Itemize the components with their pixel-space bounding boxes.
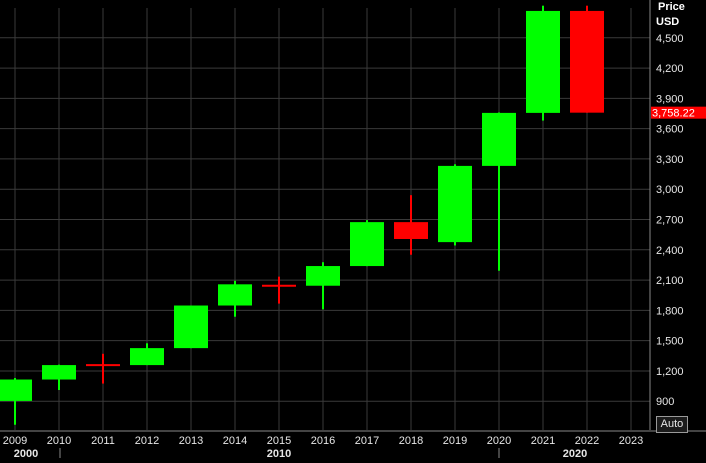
candle-2014: [218, 280, 252, 317]
x-tick-label: 2014: [223, 435, 247, 447]
candle-body: [42, 365, 76, 380]
candle-2018: [394, 195, 428, 255]
last-price-label: 3,758.22: [652, 108, 695, 120]
decade-label: 2000: [14, 448, 38, 458]
candles: [0, 5, 604, 425]
candle-body: [482, 112, 516, 166]
y-tick-label: 3,900: [656, 93, 684, 105]
candle-body: [394, 222, 428, 239]
y-tick-label: 4,500: [656, 33, 684, 45]
y-tick-label: 1,800: [656, 305, 684, 317]
x-tick-label: 2018: [399, 435, 423, 447]
y-tick-label: 1,200: [656, 366, 684, 378]
y-tick-label: 2,100: [656, 275, 684, 287]
candle-2015: [262, 276, 296, 304]
candle-body: [350, 222, 384, 267]
candle-2016: [306, 262, 340, 310]
candle-body: [570, 10, 604, 113]
candle-2021: [526, 5, 560, 121]
x-tick-label: 2021: [531, 435, 555, 447]
x-tick-label: 2016: [311, 435, 335, 447]
x-tick-label: 2017: [355, 435, 379, 447]
y-axis-unit: USD: [656, 16, 679, 28]
x-tick-label: 2013: [179, 435, 203, 447]
auto-scale-button[interactable]: Auto: [656, 416, 688, 433]
x-tick-label: 2011: [91, 435, 115, 447]
x-tick-label: 2015: [267, 435, 291, 447]
candle-body: [306, 266, 340, 286]
candle-2022: [570, 5, 604, 113]
y-tick-label: 1,500: [656, 336, 684, 348]
y-tick-label: 900: [656, 396, 674, 408]
candle-body: [438, 165, 472, 243]
candle-body: [130, 348, 164, 366]
last-price-tag: [651, 106, 706, 119]
candle-2013: [174, 305, 208, 349]
candle-2019: [438, 164, 472, 246]
x-tick-label: 2010: [47, 435, 71, 447]
candle-2010: [42, 364, 76, 391]
decade-label: 2010: [267, 448, 291, 458]
candle-body: [526, 10, 560, 113]
y-tick-label: 2,400: [656, 245, 684, 257]
candle-2011: [86, 353, 120, 384]
x-tick-label: 2019: [443, 435, 467, 447]
candle-body: [218, 284, 252, 306]
candle-body: [174, 305, 208, 349]
x-tick-label: 2009: [3, 435, 27, 447]
candle-2020: [482, 112, 516, 271]
x-tick-label: 2022: [575, 435, 599, 447]
y-tick-label: 4,200: [656, 63, 684, 75]
x-tick-label: 2012: [135, 435, 159, 447]
candle-2012: [130, 343, 164, 366]
y-tick-label: 3,300: [656, 154, 684, 166]
y-tick-label: 3,000: [656, 184, 684, 196]
candle-body: [0, 379, 32, 401]
candle-2009: [0, 378, 32, 425]
candle-2017: [350, 220, 384, 267]
decade-label: 2020: [563, 448, 587, 458]
y-tick-label: 2,700: [656, 215, 684, 227]
x-tick-label: 2020: [487, 435, 511, 447]
x-tick-label: 2023: [619, 435, 643, 447]
y-axis-title: Price: [658, 1, 685, 13]
y-tick-label: 3,600: [656, 124, 684, 136]
